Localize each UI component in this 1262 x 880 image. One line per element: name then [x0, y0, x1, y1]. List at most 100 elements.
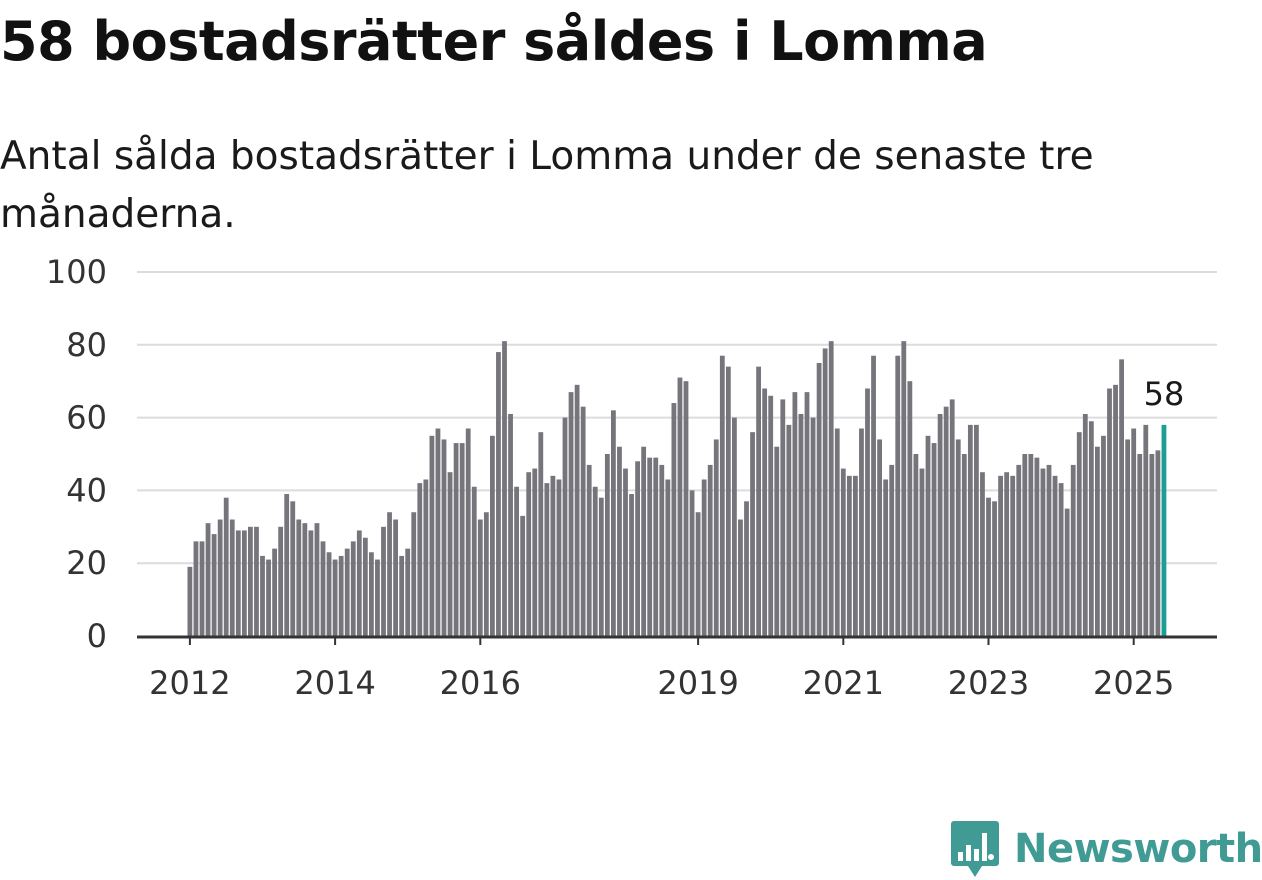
bar: [919, 468, 925, 636]
bar: [1143, 424, 1149, 636]
bar-chart-badge-icon: [951, 821, 999, 877]
bars: [187, 341, 1167, 636]
bar: [254, 526, 259, 636]
bar: [526, 472, 532, 636]
bar: [804, 392, 810, 636]
bar-chart: 0 20 40 60 80 100 2012 2014 2016 2019 2021 2023 202…: [46, 253, 1217, 702]
bar: [974, 424, 979, 636]
bar: [544, 483, 550, 636]
bar: [1137, 454, 1143, 636]
bar: [889, 464, 895, 636]
bar: [405, 548, 411, 636]
bar: [1046, 464, 1052, 636]
bar: [756, 366, 761, 636]
bar: [871, 355, 876, 636]
bar: [550, 475, 556, 636]
bar: [623, 468, 628, 636]
bar: [701, 479, 707, 636]
brand-name: Newsworthy: [1014, 826, 1262, 872]
bar: [834, 428, 840, 636]
bar: [828, 341, 834, 636]
bar: [290, 501, 296, 636]
bar: [586, 464, 592, 636]
bar: [695, 512, 701, 636]
bar: [326, 552, 332, 636]
bar: [1149, 454, 1155, 636]
bar: [611, 410, 616, 636]
bar: [980, 472, 985, 636]
bar: [502, 341, 507, 636]
bar: [1052, 475, 1058, 636]
y-tick-label: 20: [66, 544, 107, 582]
bar: [1088, 421, 1094, 636]
bar: [592, 486, 598, 636]
bar: [883, 479, 889, 636]
y-tick-label: 40: [66, 471, 107, 509]
bar: [580, 406, 586, 636]
x-tick-label: 2025: [1093, 664, 1174, 702]
newsworthy-logo[interactable]: Newsworthy: [950, 818, 1262, 880]
bar: [943, 406, 949, 636]
bar: [1101, 435, 1106, 636]
bar: [816, 363, 822, 636]
bar: [241, 530, 247, 636]
bar: [248, 526, 253, 636]
last-value-label: 58: [1144, 375, 1185, 413]
x-tick-label: 2014: [294, 664, 375, 702]
bar: [1082, 413, 1088, 636]
bar: [822, 348, 828, 636]
bar: [1076, 432, 1082, 636]
bar: [629, 494, 634, 636]
chart-subtitle: Antal sålda bostadsrätter i Lomma under …: [0, 134, 1094, 237]
bar: [538, 432, 544, 636]
bar: [1095, 446, 1100, 636]
y-tick-label: 80: [66, 326, 107, 364]
bar: [617, 446, 622, 636]
bar: [598, 497, 604, 636]
bar: [967, 424, 973, 636]
bar: [387, 512, 392, 636]
bar: [344, 548, 350, 636]
bar: [895, 355, 901, 636]
bar: [217, 519, 223, 636]
bar: [955, 439, 961, 636]
bar: [429, 435, 435, 636]
bar: [798, 413, 804, 636]
bar: [459, 443, 465, 636]
bar: [520, 515, 526, 636]
bar: [725, 366, 731, 636]
bar: [744, 501, 749, 636]
bar: [865, 388, 870, 636]
x-tick-label: 2016: [440, 664, 521, 702]
bar: [423, 479, 429, 636]
bar: [677, 377, 683, 636]
bar: [659, 464, 665, 636]
bar: [1016, 464, 1022, 636]
x-tick-label: 2012: [149, 664, 230, 702]
bar: [1070, 464, 1076, 636]
bar: [1155, 450, 1161, 636]
bar: [671, 403, 677, 636]
y-axis-ticks: 0 20 40 60 80 100: [46, 253, 107, 655]
bar: [732, 417, 737, 636]
bar: [1125, 439, 1131, 636]
bar: [284, 494, 290, 636]
bar: [205, 523, 211, 636]
bar: [320, 541, 326, 636]
bar: [1028, 454, 1034, 636]
bar: [647, 457, 653, 636]
bar: [719, 355, 725, 636]
bar: [1113, 384, 1118, 636]
bar: [496, 352, 501, 636]
bar: [683, 381, 689, 636]
bar: [393, 519, 398, 636]
bar: [750, 432, 755, 636]
bar: [853, 475, 858, 636]
bar: [635, 461, 640, 636]
bar: [1058, 483, 1064, 636]
bar: [653, 457, 659, 636]
bar: [792, 392, 798, 636]
bar: [356, 530, 362, 636]
bar: [707, 464, 713, 636]
bar: [308, 530, 314, 636]
